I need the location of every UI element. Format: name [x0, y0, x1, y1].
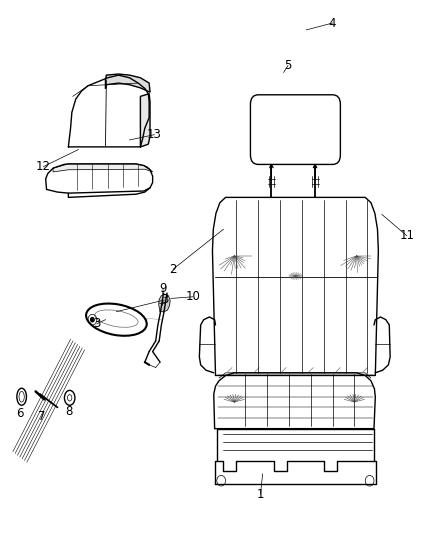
Text: 3: 3: [161, 294, 168, 306]
Text: 8: 8: [65, 405, 73, 417]
Polygon shape: [68, 75, 149, 147]
Polygon shape: [46, 164, 152, 193]
FancyBboxPatch shape: [251, 95, 340, 165]
Text: 5: 5: [284, 59, 292, 72]
Polygon shape: [215, 461, 376, 484]
Text: 10: 10: [185, 290, 200, 303]
Polygon shape: [141, 94, 150, 147]
Text: 12: 12: [36, 160, 51, 173]
Polygon shape: [212, 197, 378, 375]
Polygon shape: [106, 74, 150, 92]
Text: 11: 11: [399, 229, 414, 242]
Ellipse shape: [95, 310, 138, 327]
Polygon shape: [159, 294, 170, 312]
Circle shape: [91, 318, 94, 322]
Ellipse shape: [86, 303, 147, 336]
Text: 13: 13: [147, 128, 162, 141]
Text: 9: 9: [159, 282, 167, 295]
Text: 2: 2: [170, 263, 177, 276]
Text: 1: 1: [257, 488, 264, 500]
Text: 4: 4: [329, 17, 336, 29]
Text: 6: 6: [16, 407, 23, 420]
Text: 3: 3: [93, 318, 100, 330]
Polygon shape: [53, 164, 152, 172]
Polygon shape: [214, 373, 375, 429]
Text: 7: 7: [38, 410, 46, 423]
